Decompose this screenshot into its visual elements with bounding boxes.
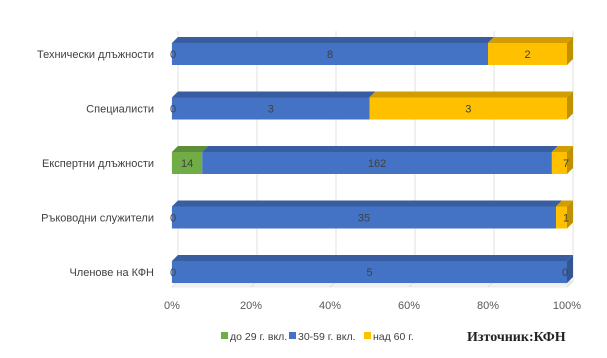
gridline-floor (566, 280, 574, 288)
category-label: Ръководни служители (41, 213, 154, 225)
category-label: Специалисти (86, 104, 154, 116)
bar-segment-top (551, 146, 573, 152)
data-label: 1 (563, 213, 569, 225)
data-label: 5 (366, 267, 372, 279)
bar-segment-top (172, 91, 376, 98)
bar-segment (172, 97, 370, 120)
bar-side (567, 91, 573, 120)
legend-label: 30-59 г. вкл. (298, 331, 356, 343)
legend-swatch (221, 332, 228, 339)
bar-segment (172, 43, 488, 65)
bar-segment-top (202, 146, 558, 152)
x-tick-label: 60% (398, 300, 420, 312)
bar-segment (556, 206, 567, 229)
data-label: 35 (358, 213, 370, 225)
bar-segment (488, 43, 567, 65)
data-label: 3 (465, 104, 471, 116)
bar-side (567, 146, 573, 174)
data-label: 3 (268, 104, 274, 116)
x-tick-label: 0% (164, 300, 180, 312)
bar-segment (172, 206, 557, 229)
data-label: 0 (170, 213, 176, 225)
category-label: Експертни длъжности (42, 158, 154, 170)
data-label: 7 (563, 158, 569, 170)
bar-segment-top (172, 37, 494, 43)
data-label: 8 (327, 49, 333, 61)
data-label: 0 (170, 104, 176, 116)
bar-side (567, 37, 573, 65)
legend-label: до 29 г. вкл. (230, 331, 287, 343)
x-tick-label: 80% (477, 300, 499, 312)
data-label: 162 (368, 158, 386, 170)
bar-segment (172, 261, 567, 283)
data-label: 0 (170, 267, 176, 279)
category-label: Членове на КФН (69, 267, 154, 279)
x-tick-label: 40% (319, 300, 341, 312)
x-tick-label: 20% (240, 300, 262, 312)
data-label: 0 (170, 49, 176, 61)
bar-segment (369, 97, 567, 120)
legend-swatch (289, 332, 296, 339)
bar-segment-top (172, 255, 573, 261)
bar-segment (172, 152, 203, 174)
data-label: 0 (562, 267, 568, 279)
bar-segment-top (172, 200, 563, 207)
bar-side (567, 255, 573, 283)
bar-segment (202, 152, 552, 174)
data-label: 2 (524, 49, 530, 61)
data-label: 14 (181, 158, 193, 170)
bar-segment-top (556, 200, 573, 207)
bar-segment (551, 152, 567, 174)
bar-segment-top (369, 91, 573, 98)
category-label: Технически длъжности (37, 49, 154, 61)
legend-label: над 60 г. (373, 331, 414, 343)
x-tick-label: 100% (553, 300, 581, 312)
bar-side (567, 200, 573, 229)
legend-swatch (364, 332, 371, 339)
source-note: Източник:КФН (467, 330, 566, 345)
bar-segment-top (172, 146, 209, 152)
bar-segment-top (488, 37, 573, 43)
